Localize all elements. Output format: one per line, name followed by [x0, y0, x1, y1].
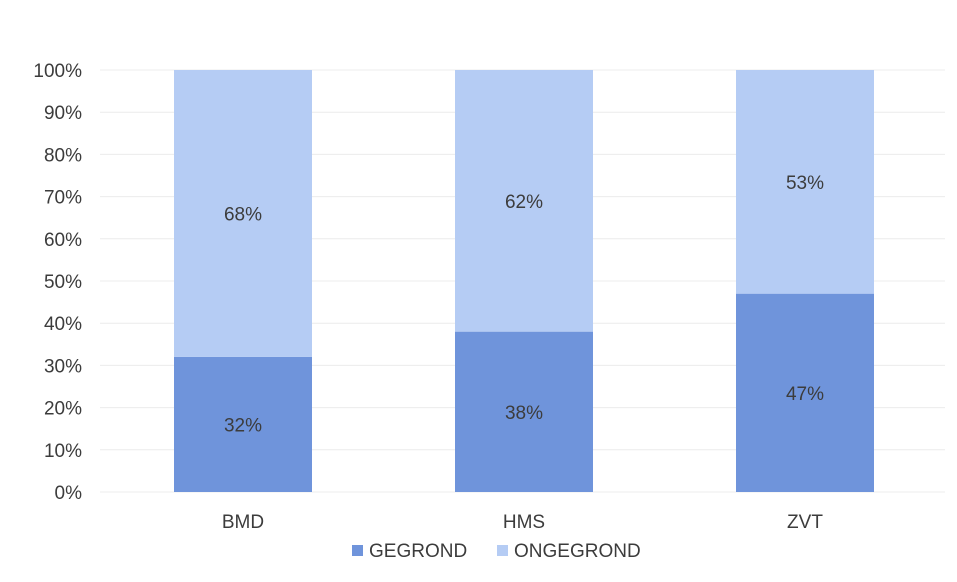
bar-segment-ongegrond-bmd: [174, 70, 312, 357]
y-tick-label: 20%: [44, 399, 82, 420]
x-category-label: ZVT: [787, 512, 823, 533]
y-tick-label: 10%: [44, 441, 82, 462]
y-tick-label: 30%: [44, 356, 82, 377]
y-axis: 0% 10% 20% 30% 40% 50% 60% 70% 80% 90% 100%: [33, 61, 82, 504]
legend-label: ONGEGROND: [514, 541, 641, 562]
y-tick-label: 60%: [44, 230, 82, 251]
legend-label: GEGROND: [369, 541, 467, 562]
data-label: 32%: [224, 415, 262, 436]
legend-swatch: [497, 545, 508, 556]
y-tick-label: 40%: [44, 314, 82, 335]
x-category-label: HMS: [503, 512, 545, 533]
bar-segment-gegrond-zvt: [736, 293, 874, 492]
y-tick-label: 80%: [44, 145, 82, 166]
bar-segment-ongegrond-hms: [455, 70, 593, 332]
data-label: 68%: [224, 204, 262, 225]
x-axis: BMD HMS ZVT: [222, 512, 823, 533]
y-tick-label: 90%: [44, 103, 82, 124]
legend-swatch: [352, 545, 363, 556]
data-label: 47%: [786, 384, 824, 405]
y-tick-label: 100%: [33, 61, 82, 82]
y-tick-label: 0%: [55, 483, 83, 504]
y-tick-label: 70%: [44, 188, 82, 209]
legend: GEGROND ONGEGROND: [352, 541, 641, 562]
data-labels: 32% 68% 38% 62% 47% 53%: [224, 173, 824, 437]
data-label: 53%: [786, 173, 824, 194]
bars: [174, 70, 874, 492]
bar-segment-ongegrond-zvt: [736, 70, 874, 294]
data-label: 38%: [505, 403, 543, 424]
data-label: 62%: [505, 192, 543, 213]
x-category-label: BMD: [222, 512, 264, 533]
bar-segment-gegrond-hms: [455, 331, 593, 492]
bar-segment-gegrond-bmd: [174, 356, 312, 492]
y-tick-label: 50%: [44, 272, 82, 293]
